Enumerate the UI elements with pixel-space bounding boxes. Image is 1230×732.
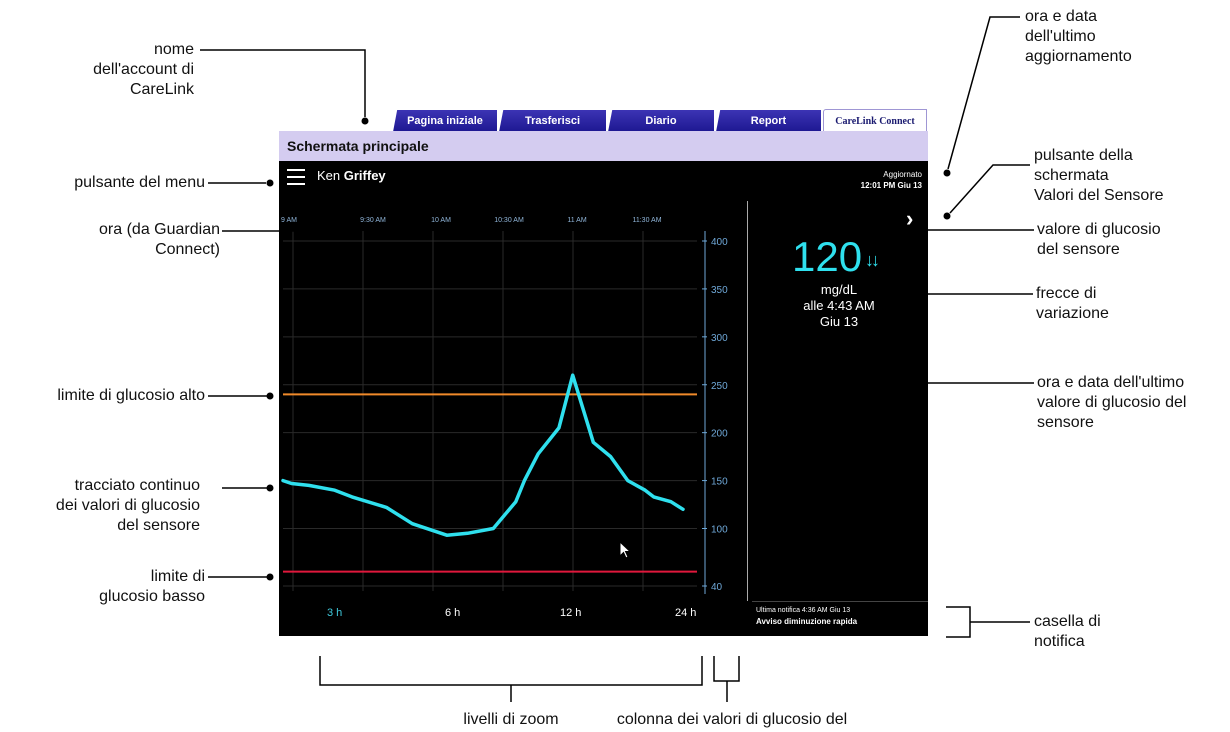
annotation-time-label: ora (da Guardian Connect): [99, 221, 220, 258]
tab-reports[interactable]: Report: [716, 110, 821, 132]
x-tick-label: 10:30 AM: [494, 217, 524, 224]
sg-unit: mg/dL: [820, 282, 858, 297]
annotation-zoom-levels: livelli di zoom: [463, 711, 559, 728]
account-name: Ken Griffey: [317, 168, 386, 183]
notification-text: Avviso diminuzione rapida: [756, 617, 858, 626]
menu-icon[interactable]: [287, 169, 305, 185]
y-tick-label: 40: [711, 582, 723, 593]
user-first-name: Ken: [317, 168, 341, 183]
annotation-trace: tracciato continuo dei valori di glucosi…: [55, 477, 200, 534]
cursor-icon: [619, 541, 632, 559]
zoom-24h-button[interactable]: 24 h: [675, 607, 697, 619]
sg-date: Giu 13: [819, 314, 859, 329]
annotation-low-limit: limite di glucosio basso: [99, 568, 205, 605]
sensor-glucose-details: mg/dL alle 4:43 AM Giu 13: [769, 282, 909, 330]
notification-box[interactable]: Ultima notifica 4:36 AM Giu 13 Avviso di…: [752, 601, 928, 636]
y-tick-label: 150: [711, 477, 728, 488]
last-updated: Aggiornato 12:01 PM Giu 13: [861, 169, 922, 191]
annotation-last-update: ora e data dell'ultimo aggiornamento: [1025, 8, 1132, 65]
annotation-menu-button: pulsante del menu: [74, 174, 205, 191]
notification-time: Ultima notifica 4:36 AM Giu 13: [756, 607, 851, 614]
trend-arrows-icon: ↓↓: [865, 250, 880, 270]
y-tick-label: 400: [711, 237, 728, 248]
chevron-right-icon[interactable]: ›: [906, 206, 914, 231]
y-tick-label: 350: [711, 285, 728, 296]
x-tick-label: 9 AM: [281, 217, 297, 224]
y-tick-label: 250: [711, 381, 728, 392]
annotation-sensor-button: pulsante della schermata Valori del Sens…: [1034, 147, 1164, 204]
glucose-trace-line: [281, 373, 685, 537]
sg-column-divider: [747, 201, 748, 601]
annotation-high-limit: limite di glucosio alto: [57, 387, 205, 404]
x-tick-label: 11 AM: [567, 217, 586, 224]
tab-upload[interactable]: Trasferisci: [499, 110, 606, 132]
home-screen: Ken Griffey Aggiornato 12:01 PM Giu 13 4…: [279, 161, 928, 636]
page-title: Schermata principale: [279, 131, 928, 161]
glucose-chart: 40 100 150 200 250 300 350 400 9 AM 9:30 AM 10 AM 1…: [281, 217, 728, 594]
tab-logbook[interactable]: Diario: [608, 110, 714, 132]
user-last-name: Griffey: [343, 168, 386, 183]
sensor-glucose-value: 120: [792, 233, 863, 280]
zoom-3h-button[interactable]: 3 h: [327, 607, 343, 619]
annotation-sg-column: colonna dei valori di glucosio del senso…: [616, 711, 848, 732]
tab-home[interactable]: Pagina iniziale: [393, 110, 497, 132]
tab-carelink-connect[interactable]: CareLink Connect: [823, 109, 927, 133]
x-tick-label: 11:30 AM: [632, 217, 661, 224]
updated-value: 12:01 PM Giu 13: [860, 181, 922, 190]
annotation-last-sg-time: ora e data dell'ultimo valore di glucosi…: [1037, 374, 1187, 431]
updated-label: Aggiornato: [883, 170, 922, 179]
annotation-notification-box: casella di notifica: [1034, 613, 1101, 650]
y-tick-label: 200: [711, 429, 728, 440]
x-tick-label: 10 AM: [431, 217, 451, 224]
zoom-12h-button[interactable]: 12 h: [560, 607, 582, 619]
y-tick-label: 100: [711, 525, 728, 536]
annotation-account-name: nome dell'account di CareLink: [93, 41, 194, 98]
zoom-6h-button[interactable]: 6 h: [445, 607, 461, 619]
x-tick-label: 9:30 AM: [360, 217, 386, 224]
y-tick-label: 300: [711, 333, 728, 344]
annotation-trend-arrows: frecce di variazione: [1036, 285, 1109, 322]
annotation-sg-value: valore di glucosio del sensore: [1037, 221, 1161, 258]
sg-time: alle 4:43 AM: [803, 298, 875, 313]
